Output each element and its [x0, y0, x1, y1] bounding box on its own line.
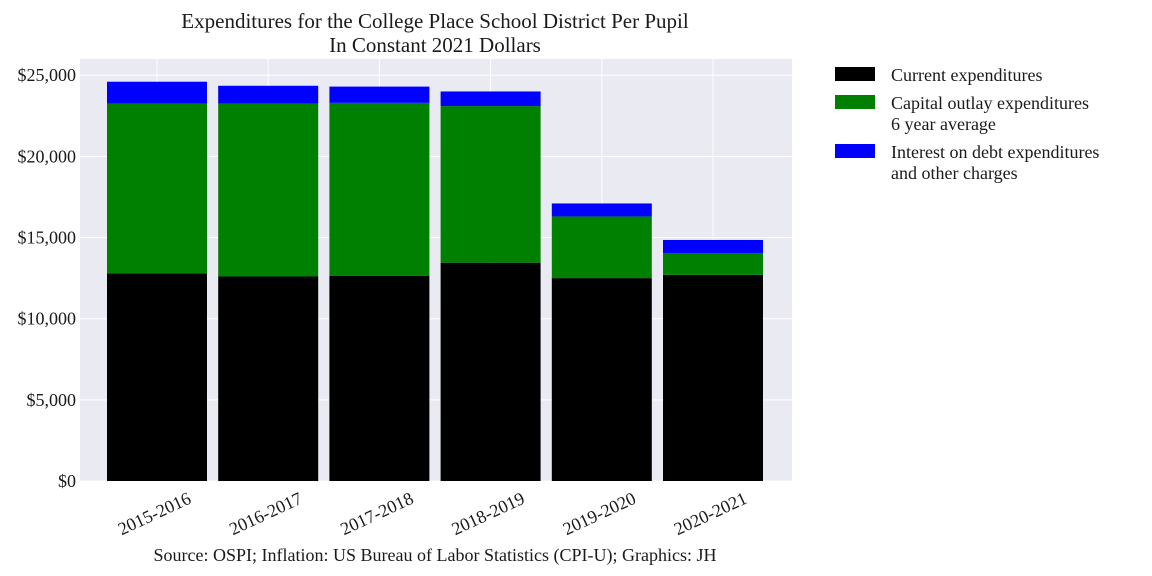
source-note: Source: OSPI; Inflation: US Bureau of La…	[154, 545, 717, 566]
y-tick-label: $0	[58, 471, 76, 491]
bar-segment-3	[440, 91, 541, 107]
legend-swatch	[835, 144, 875, 158]
x-tick-label: 2020-2021	[671, 488, 750, 539]
bar-segment-2	[551, 216, 652, 279]
y-tick-label: $20,000	[18, 146, 77, 166]
legend-swatch	[835, 67, 875, 81]
bar-segment-3	[218, 85, 319, 104]
chart-title: Expenditures for the College Place Schoo…	[181, 9, 689, 33]
bar-segment-1	[663, 274, 763, 481]
plot-area: $0 $5,000 $10,000 $15,000 $20,000 $25,000 2015…	[18, 59, 792, 539]
bar-segment-2	[329, 102, 430, 276]
legend-label: and other charges	[891, 163, 1018, 183]
legend: Current expenditures Capital outlay expen…	[835, 65, 1099, 183]
x-tick-label: 2016-2017	[226, 488, 305, 539]
chart-subtitle: In Constant 2021 Dollars	[329, 33, 541, 57]
y-tick-label: $25,000	[18, 65, 77, 85]
legend-label: Current expenditures	[891, 65, 1042, 85]
x-tick-label: 2017-2018	[337, 488, 416, 539]
bar-segment-1	[551, 278, 652, 481]
y-tick-label: $15,000	[18, 228, 77, 248]
legend-label: Interest on debt expenditures	[891, 142, 1099, 162]
x-tick-label: 2019-2020	[560, 488, 639, 539]
bar-segment-1	[440, 262, 541, 481]
bar-segment-1	[218, 276, 319, 481]
x-tick-label: 2018-2019	[448, 488, 527, 539]
bar-segment-2	[663, 252, 763, 275]
bar-segment-3	[329, 86, 430, 103]
bar-segment-1	[107, 273, 207, 481]
y-tick-label: $10,000	[18, 309, 77, 329]
bar-segment-3	[107, 81, 207, 104]
bar-segment-1	[329, 275, 430, 481]
legend-label: 6 year average	[891, 114, 996, 134]
legend-label: Capital outlay expenditures	[891, 93, 1089, 113]
bar-segment-3	[551, 203, 652, 217]
x-tick-label: 2015-2016	[115, 488, 194, 539]
bar-segment-3	[663, 239, 763, 253]
bar-segment-2	[440, 106, 541, 263]
y-tick-label: $5,000	[27, 390, 77, 410]
bar-segment-2	[107, 103, 207, 274]
legend-swatch	[835, 95, 875, 109]
bar-segment-2	[218, 103, 319, 277]
